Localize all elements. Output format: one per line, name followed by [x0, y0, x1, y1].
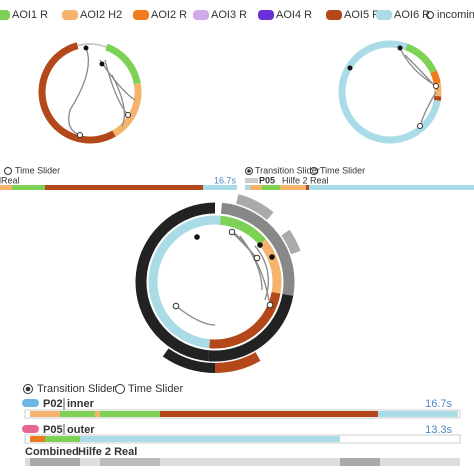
ring-segment — [281, 229, 301, 255]
legend-label: AOI2 H2 — [80, 9, 122, 21]
participant: P05 — [259, 175, 275, 185]
ring-segment — [38, 42, 116, 144]
participant-pill — [22, 399, 39, 407]
stimulus: Hilfe 2 Real — [78, 446, 137, 458]
timeline — [24, 409, 461, 419]
legend-swatch — [193, 10, 209, 20]
incoming-marker — [426, 11, 434, 19]
ring-segment — [148, 215, 221, 349]
time-slider-label[interactable]: Time Slider — [128, 383, 184, 395]
ring-segment — [220, 202, 295, 296]
duration: 16.7s — [425, 398, 452, 410]
legend-swatch — [258, 10, 274, 20]
legend-swatch — [133, 10, 149, 20]
timeline — [0, 185, 237, 190]
fixation-dots — [83, 45, 403, 260]
combined-label: Combined — [25, 446, 79, 458]
legend-note: incoming — [437, 9, 474, 21]
ring-segment — [112, 83, 142, 137]
participant: P05 — [43, 424, 63, 436]
stimulus: Hilfe 2 Real — [282, 175, 329, 185]
legend-swatch — [62, 10, 78, 20]
legend-label: AOI1 R — [12, 9, 48, 21]
legend-label: AOI6 R — [394, 9, 430, 21]
legend-swatch — [0, 10, 10, 20]
radio[interactable] — [310, 167, 318, 175]
time-slider-label[interactable]: Time Slider — [15, 165, 60, 175]
ring-segment — [433, 95, 442, 101]
legend-label: AOI5 R — [344, 9, 380, 21]
ring-segment — [430, 70, 441, 85]
legend-label: AOI3 R — [211, 9, 247, 21]
ring-segment — [135, 202, 216, 362]
ring-segment — [235, 194, 274, 221]
duration: 13.3s — [425, 424, 452, 436]
legend: AOI1 R AOI2 H2 AOI2 R AOI3 R AOI4 R AOI5 R AOI… — [0, 9, 430, 21]
timeline — [24, 434, 461, 444]
ring-segment — [209, 291, 281, 349]
stimulus-label: lReal — [0, 175, 20, 185]
transition-slider-label[interactable]: Transition Slider — [37, 383, 116, 395]
incoming-dots — [77, 83, 439, 310]
participant-swatch — [245, 178, 258, 183]
radio-dot — [247, 169, 251, 173]
ring-segment — [219, 215, 266, 246]
legend-label: AOI4 R — [276, 9, 312, 21]
legend-swatch — [326, 10, 342, 20]
participant-pill — [22, 425, 39, 433]
legend-label: AOI2 R — [151, 9, 187, 21]
timeline — [245, 185, 474, 190]
legend-swatch — [376, 10, 392, 20]
ring-segment — [258, 239, 282, 294]
radio-dot — [25, 386, 31, 392]
ring-segment — [214, 352, 261, 373]
transition-slider-label[interactable]: Transition Slider — [255, 165, 320, 175]
ring-segment — [338, 40, 441, 144]
ring-segment — [162, 348, 216, 373]
timeline — [25, 458, 460, 466]
ring-segment — [77, 43, 107, 48]
duration: 16.7s — [214, 175, 237, 185]
ring-segment — [105, 43, 141, 85]
participant: P02 — [43, 398, 63, 410]
ring-label: inner — [67, 398, 95, 410]
radio[interactable] — [115, 384, 125, 394]
time-slider-label[interactable]: Time Slider — [320, 165, 365, 175]
ring-label: outer — [67, 424, 95, 436]
ring-segment — [405, 43, 437, 74]
radio[interactable] — [4, 167, 12, 175]
ring-segment — [208, 293, 294, 362]
